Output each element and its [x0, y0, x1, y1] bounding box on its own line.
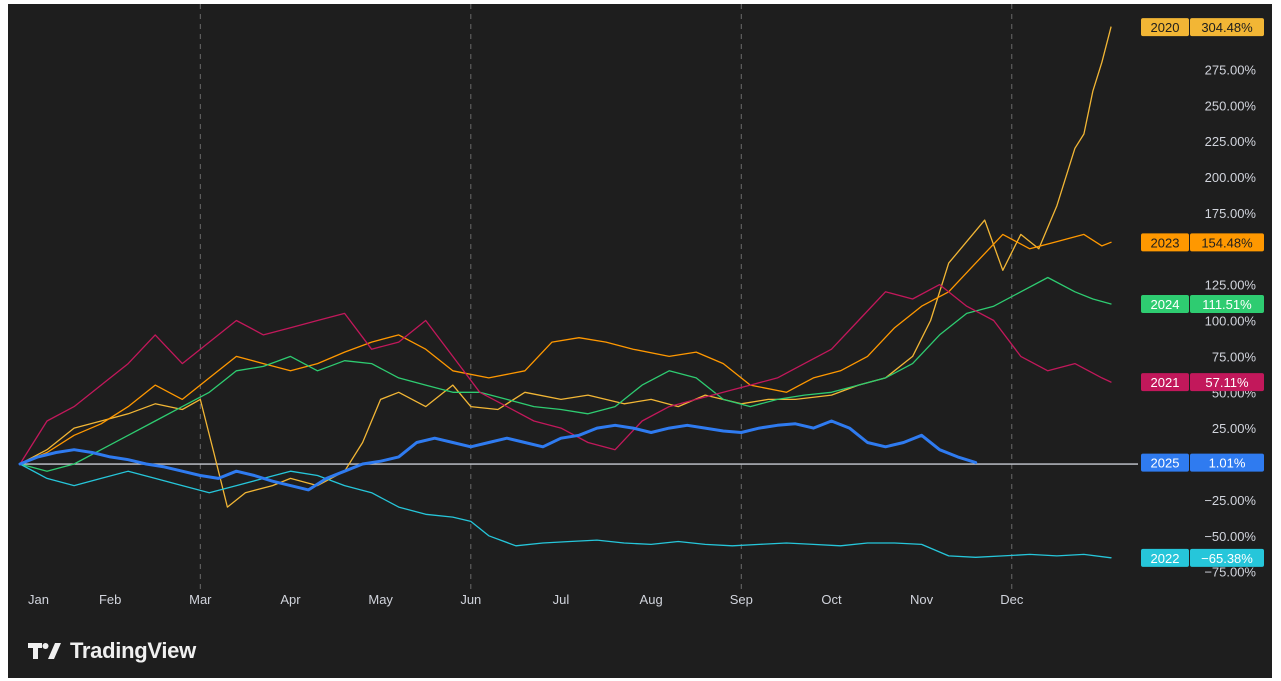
series-tag-value: 154.48%	[1201, 235, 1253, 250]
grid-layer	[199, 4, 1013, 592]
series-tag-value-box	[1190, 295, 1264, 314]
y-tick-label: 100.00%	[1205, 314, 1257, 329]
x-tick-label-nov: Nov	[910, 592, 934, 607]
series-tag-value-box	[1190, 373, 1264, 392]
x-tick-label-jan: Jan	[28, 592, 49, 607]
series-tag-2022[interactable]: 2022 −65.38%	[1141, 548, 1264, 567]
series-value-tags: 2020 304.48% 2023 154.48% 2024 111.51% 2021 57.…	[1141, 18, 1264, 567]
series-tag-year-box	[1141, 295, 1189, 314]
series-tag-year: 2021	[1151, 375, 1180, 390]
series-tag-year: 2022	[1151, 551, 1180, 566]
x-tick-label-apr: Apr	[280, 592, 301, 607]
series-layer	[18, 26, 1112, 559]
tradingview-logo-icon	[28, 643, 61, 659]
series-line-2020	[19, 26, 1112, 508]
tradingview-brand[interactable]: TradingView	[28, 634, 196, 668]
series-tag-value-box	[1190, 18, 1264, 37]
series-tag-2024[interactable]: 2024 111.51%	[1141, 295, 1264, 314]
y-tick-label: 225.00%	[1205, 134, 1257, 149]
series-tag-2023[interactable]: 2023 154.48%	[1141, 233, 1264, 252]
y-tick-label: 125.00%	[1205, 278, 1257, 293]
x-tick-label-dec: Dec	[1000, 592, 1024, 607]
x-tick-label-oct: Oct	[821, 592, 842, 607]
series-tag-value-box	[1190, 453, 1264, 472]
x-tick-label-sep: Sep	[730, 592, 753, 607]
y-tick-label: −50.00%	[1204, 529, 1256, 544]
y-tick-label: −25.00%	[1204, 493, 1256, 508]
y-tick-label: 175.00%	[1205, 206, 1257, 221]
x-axis: Jan Feb Mar Apr May Jun Jul Aug Sep Oct Nov Dec	[28, 592, 1024, 607]
series-line-2022	[19, 463, 1112, 559]
series-line-2024	[19, 276, 1112, 472]
series-tag-year-box	[1141, 18, 1189, 37]
y-axis: −75.00%−50.00%−25.00%25.00%50.00%75.00%1…	[1204, 62, 1256, 579]
x-tick-label-jun: Jun	[460, 592, 481, 607]
y-tick-label: 275.00%	[1205, 62, 1257, 77]
series-tag-value: −65.38%	[1201, 551, 1253, 566]
series-tag-value: 304.48%	[1201, 20, 1253, 35]
x-tick-label-aug: Aug	[640, 592, 663, 607]
x-tick-label-jul: Jul	[553, 592, 570, 607]
series-tag-2020[interactable]: 2020 304.48%	[1141, 18, 1264, 37]
y-tick-label: 200.00%	[1205, 170, 1257, 185]
series-line-2025	[18, 419, 978, 492]
y-tick-label: −75.00%	[1204, 565, 1256, 580]
series-tag-value: 111.51%	[1202, 297, 1252, 312]
series-tag-year-box	[1141, 373, 1189, 392]
chart-frame: −75.00% −50.00% −25.00% 25.00% 50.00% 75.00% 1…	[8, 4, 1272, 678]
series-tag-year-box	[1141, 453, 1189, 472]
x-tick-label-feb: Feb	[99, 592, 121, 607]
series-tag-year-box	[1141, 233, 1189, 252]
series-tag-year: 2023	[1151, 235, 1180, 250]
series-tag-year: 2020	[1151, 20, 1180, 35]
series-tag-2025[interactable]: 2025 1.01%	[1141, 453, 1264, 472]
series-tag-value: 1.01%	[1209, 456, 1246, 471]
brand-name: TradingView	[70, 638, 196, 663]
series-tag-value: 57.11%	[1205, 375, 1249, 390]
y-tick-label: 25.00%	[1212, 421, 1257, 436]
series-line-2023	[19, 233, 1112, 465]
series-tag-2021[interactable]: 2021 57.11%	[1141, 373, 1264, 392]
series-tag-value-box	[1190, 233, 1264, 252]
y-tick-label: 250.00%	[1205, 98, 1257, 113]
series-tag-value-box	[1190, 548, 1264, 567]
series-tag-year-box	[1141, 548, 1189, 567]
x-tick-label-may: May	[368, 592, 393, 607]
performance-line-chart: −75.00%−50.00%−25.00%25.00%50.00%75.00%1…	[18, 4, 1264, 607]
y-tick-label: 75.00%	[1212, 349, 1257, 364]
series-tag-year: 2025	[1151, 456, 1180, 471]
x-tick-label-mar: Mar	[189, 592, 212, 607]
series-tag-year: 2024	[1151, 297, 1180, 312]
